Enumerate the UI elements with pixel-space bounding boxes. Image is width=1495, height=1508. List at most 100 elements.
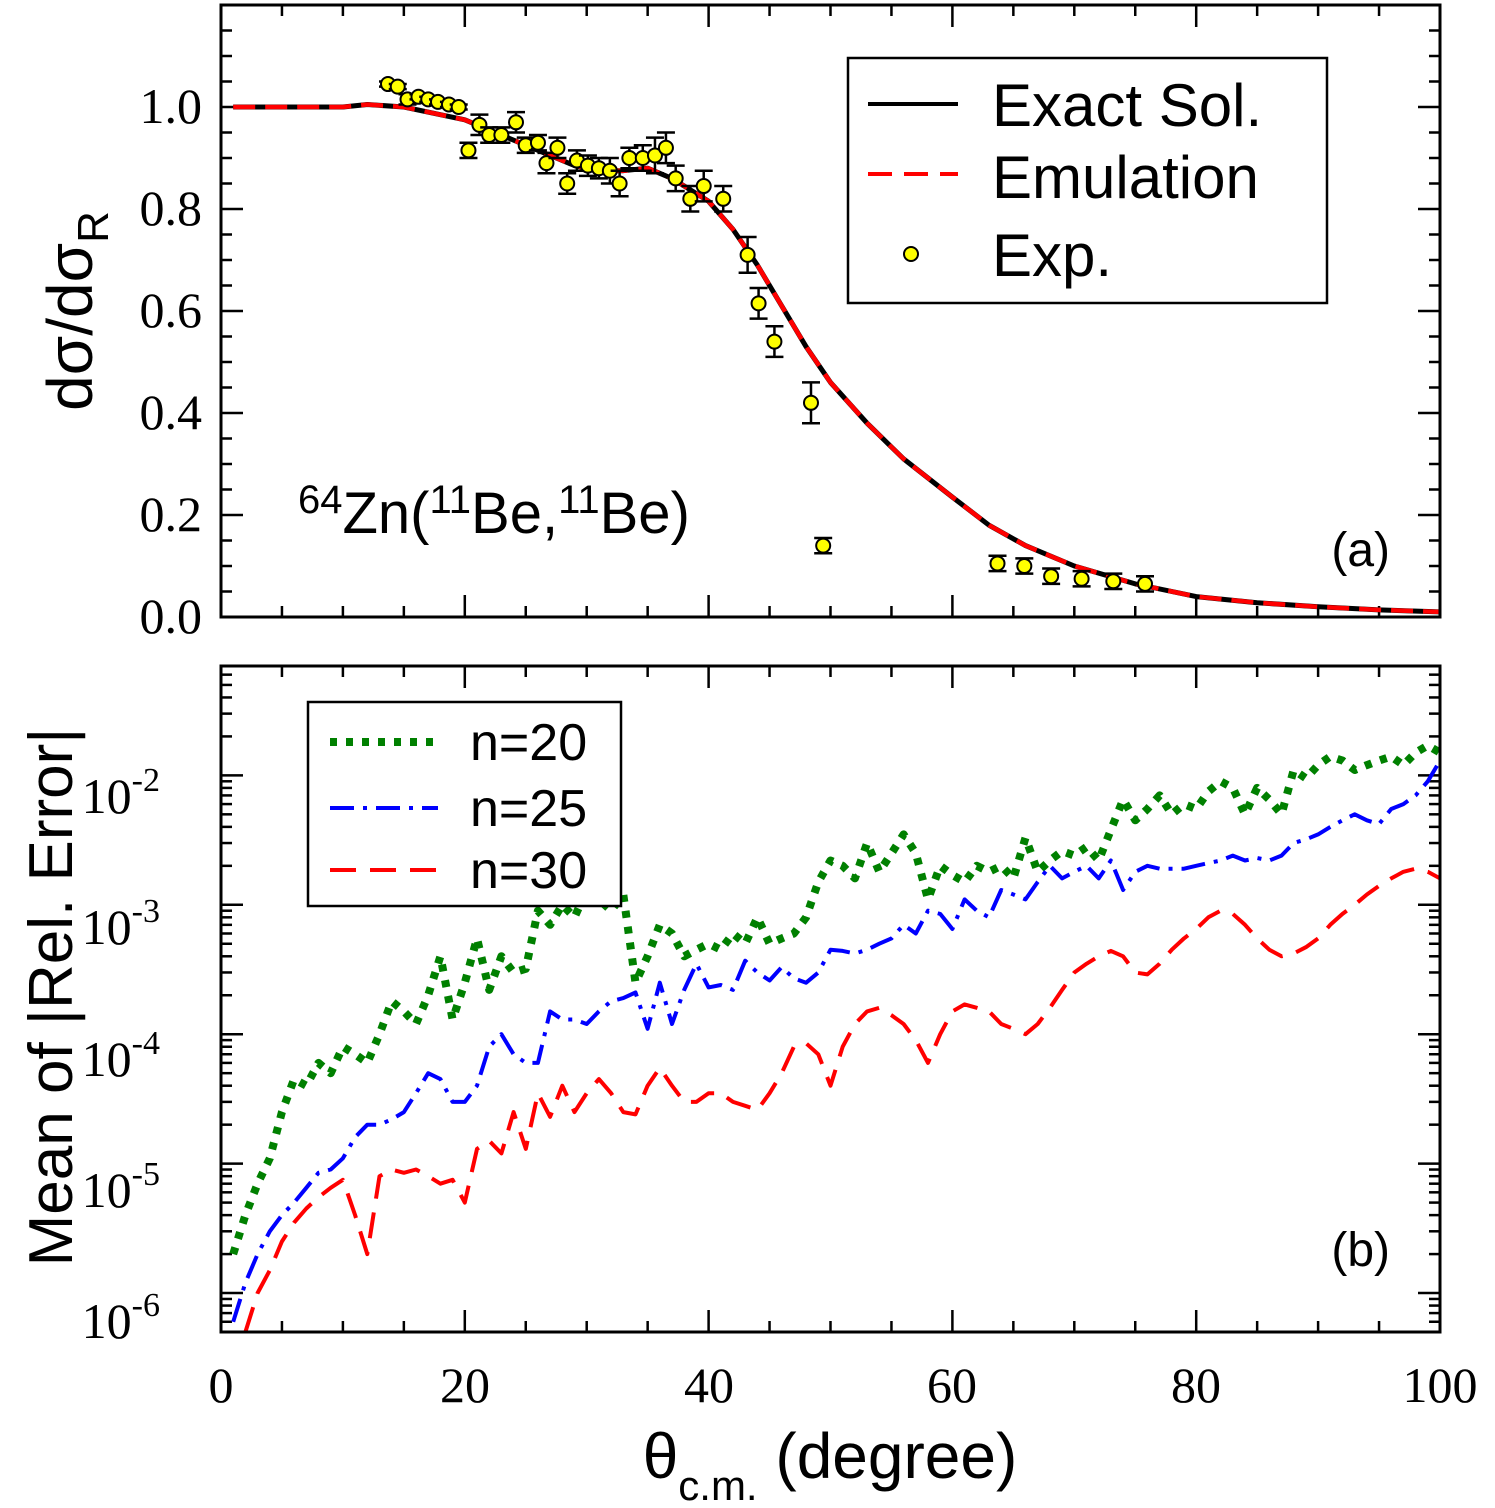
exp-point <box>1136 574 1155 593</box>
exp-marker <box>657 139 674 156</box>
exp-point <box>1072 569 1091 588</box>
panel-a-ytick-labels: 0.0 0.2 0.4 0.6 0.8 1.0 <box>140 78 203 644</box>
panel-b-ylabel: Mean of |Rel. Error| <box>17 728 86 1267</box>
xlabel-sub: c.m. <box>678 1462 757 1508</box>
panel-a-series <box>233 102 1441 615</box>
panel-a-ylabel: dσ/dσR <box>34 211 118 411</box>
panel-a: 0.0 0.2 0.4 0.6 0.8 1.0 dσ/dσR 64Zn(11Be… <box>34 3 1442 644</box>
panel-b-series <box>229 741 1440 1332</box>
exp-marker <box>766 333 783 350</box>
xlabel-theta: θ <box>643 1420 679 1492</box>
exp-point <box>714 184 733 213</box>
exp-point <box>388 78 407 95</box>
exp-marker <box>667 170 684 187</box>
series-b-n-20 <box>229 741 1440 1256</box>
series-b-n-30 <box>243 866 1440 1332</box>
xtick-label-40: 40 <box>684 1357 734 1413</box>
svg-text:Mean of |Rel. Error|: Mean of |Rel. Error| <box>17 728 86 1267</box>
ylabel-a-main: dσ/dσ <box>34 243 106 411</box>
exp-marker <box>989 555 1006 572</box>
legend-b: n=20 n=25 n=30 <box>306 700 623 908</box>
exp-marker <box>559 175 576 192</box>
exp-point <box>449 99 468 115</box>
reaction-pre-superscript: 64 <box>298 478 343 522</box>
ytick-label-a-0: 0.0 <box>140 588 203 644</box>
legend-a-label-emulation: Emulation <box>992 144 1259 211</box>
panel-a-tag: (a) <box>1331 524 1390 577</box>
panel-b-frame <box>219 664 1442 1334</box>
exp-marker <box>695 178 712 195</box>
exp-point <box>645 136 664 175</box>
exp-point <box>620 146 639 170</box>
panel-a-frame <box>219 3 1442 619</box>
exp-marker <box>621 150 638 166</box>
xtick-label-0: 0 <box>209 1357 234 1413</box>
exp-marker <box>529 134 546 151</box>
ylabel-a-sub: R <box>69 211 118 243</box>
exp-marker <box>1137 575 1154 592</box>
x-axis-label: θc.m. (degree) <box>643 1420 1018 1508</box>
exp-point <box>681 184 700 213</box>
exp-point <box>398 91 417 108</box>
exp-point <box>1015 557 1034 575</box>
ytick-label-b-4: 10-2 <box>82 762 160 824</box>
exp-point <box>558 172 577 195</box>
legend-b-label-n25: n=25 <box>470 780 587 838</box>
exp-point <box>516 136 535 155</box>
ytick-label-b-1: 10-5 <box>82 1156 160 1218</box>
svg-text:dσ/dσR: dσ/dσR <box>34 211 118 411</box>
legend-a: Exact Sol. Emulation Exp. <box>846 56 1329 305</box>
ytick-label-b-2: 10-4 <box>82 1025 160 1087</box>
series-b-n-25 <box>231 759 1440 1323</box>
legend-a-label-exp: Exp. <box>992 222 1112 289</box>
exp-point <box>814 536 833 555</box>
xlabel-rest: (degree) <box>758 1420 1018 1492</box>
legend-a-swatch-exp <box>903 246 919 262</box>
exp-marker <box>549 139 566 156</box>
legend-b-label-n20: n=20 <box>470 714 587 772</box>
exp-point <box>988 554 1007 573</box>
xtick-label-60: 60 <box>927 1357 977 1413</box>
reaction-end: Be) <box>600 481 690 546</box>
exp-point <box>738 235 757 274</box>
exp-marker <box>739 246 756 263</box>
ytick-label-a-1: 0.2 <box>140 486 203 542</box>
legend-b-label-n30: n=30 <box>470 842 587 900</box>
exp-marker <box>538 155 555 172</box>
exp-marker <box>802 394 819 411</box>
exp-point <box>694 169 713 203</box>
exp-marker <box>460 142 477 159</box>
xtick-label-80: 80 <box>1171 1357 1221 1413</box>
xtick-label-100: 100 <box>1403 1357 1478 1413</box>
exp-point <box>528 133 547 152</box>
exp-point <box>801 381 820 425</box>
exp-marker <box>1043 568 1060 585</box>
exp-marker <box>507 114 524 131</box>
exp-point <box>610 169 629 198</box>
ytick-label-a-5: 1.0 <box>140 78 203 134</box>
panel-b-xtick-labels: 0 20 40 60 80 100 <box>209 1357 1478 1413</box>
reaction-superscript-1: 11 <box>430 478 472 522</box>
exp-point <box>1042 567 1061 586</box>
legend-b-box <box>306 700 623 908</box>
exp-marker <box>715 190 732 207</box>
reaction-superscript-2: 11 <box>558 478 600 522</box>
exp-point <box>765 325 784 359</box>
exp-marker <box>389 78 406 95</box>
exp-marker <box>1016 558 1033 574</box>
exp-marker <box>1073 570 1090 587</box>
reaction-label: 64Zn(11Be,11Be) <box>298 478 690 546</box>
exp-marker <box>750 295 767 312</box>
exp-marker <box>1105 573 1122 590</box>
reaction-middle: Be, <box>471 481 558 546</box>
panel-b: 10-6 10-5 10-4 10-3 10-2 0 20 40 60 80 1… <box>17 664 1478 1508</box>
exp-point <box>656 131 675 165</box>
exp-marker <box>450 99 467 115</box>
exp-marker <box>646 147 663 164</box>
exp-marker <box>682 190 699 207</box>
panel-b-ytick-labels: 10-6 10-5 10-4 10-3 10-2 <box>82 762 160 1349</box>
ytick-label-a-2: 0.4 <box>140 384 203 440</box>
exp-point <box>506 110 525 134</box>
panel-a-points <box>379 76 1155 593</box>
